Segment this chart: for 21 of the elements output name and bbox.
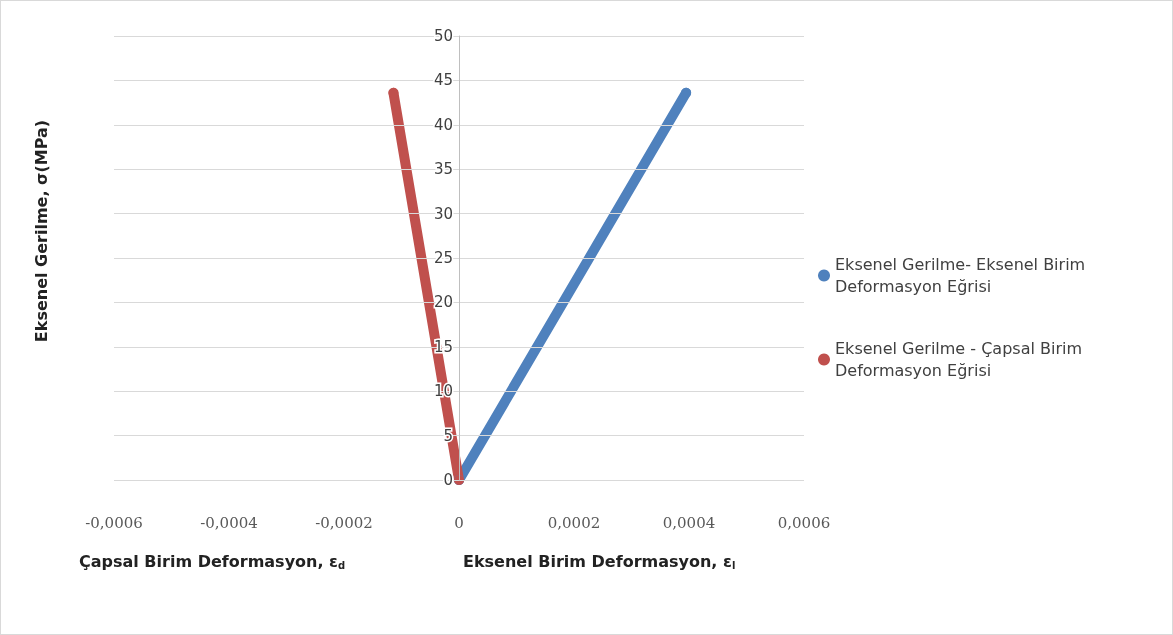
y-tick-label: 40 — [433, 115, 453, 134]
y-tick-label: 15 — [433, 337, 453, 356]
x-tick-label: 0,0006 — [777, 513, 831, 532]
x-tick-label: -0,0004 — [200, 513, 258, 532]
y-tick-label: 25 — [433, 249, 453, 267]
y-tick-label: 0 — [443, 471, 453, 489]
x-tick-label: 0,0004 — [662, 513, 716, 532]
y-tick-label: 10 — [433, 382, 453, 401]
y-tick-label: 45 — [433, 71, 453, 90]
x-tick-label: -0,0002 — [315, 513, 373, 532]
text: Çapsal Birim Deformasyon, εd — [79, 551, 346, 571]
y-tick-label: 30 — [433, 204, 453, 223]
legend-label: Eksenel Gerilme- Eksenel Birim Deformasyon Eğrisi — [835, 255, 1091, 296]
x-axis-title: Eksenel Birim Deformasyon, εl — [463, 551, 736, 571]
x-tick-label: 0,0002 — [547, 513, 601, 532]
y-tick-label: 35 — [433, 160, 453, 179]
legend-label: Eksenel Gerilme - Çapsal Birim Deformasyon Eğrisi — [835, 339, 1088, 380]
y-tick-label: 20 — [433, 293, 453, 312]
y-tick-label: 50 — [433, 27, 453, 45]
x-tick-label: -0,0006 — [85, 513, 143, 532]
y-axis-title: Eksenel Gerilme, σ(MPa) — [31, 119, 51, 343]
